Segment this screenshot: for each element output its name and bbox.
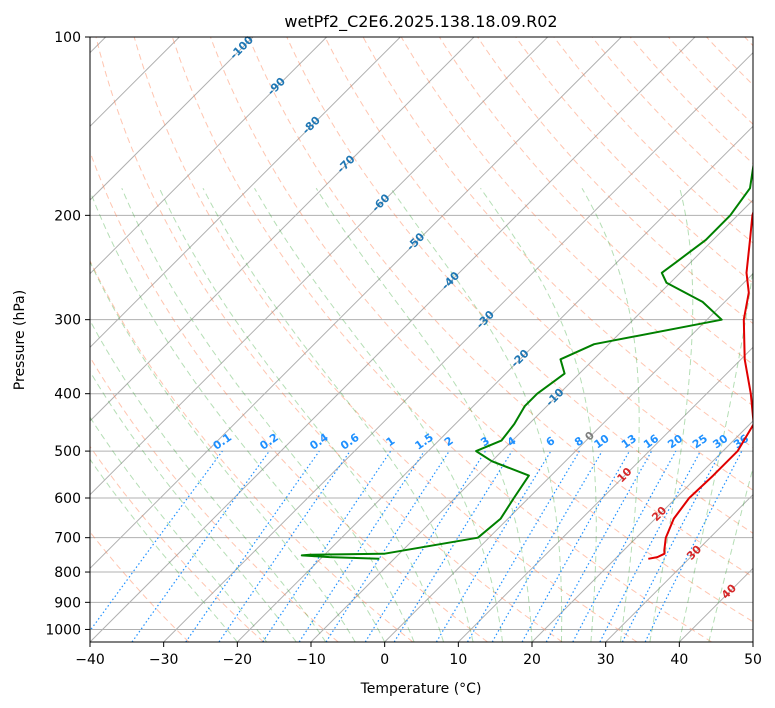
isotherm-line [90,37,401,349]
isotherm-line [90,37,254,201]
mixing-ratio-line [572,450,677,642]
plot-frame [89,36,754,643]
x-tick-label: 30 [597,652,615,668]
isotherm-line [605,493,753,642]
mixing-ratio-line [262,450,392,642]
y-tick-label: 800 [54,565,81,581]
x-tick-label: 10 [449,652,467,668]
dry-adiabat-line [171,37,712,642]
dry-adiabat-line [324,37,753,491]
dry-adiabat-line [210,37,753,623]
dry-adiabat-line [591,37,753,204]
temperature-profile-line [648,210,753,560]
isotherm-line [90,37,328,275]
y-tick-label: 500 [54,444,81,460]
isotherm-line [90,37,622,570]
y-tick-label: 200 [54,208,81,224]
mixing-ratio-line [545,450,653,642]
x-tick-label: −10 [296,652,326,668]
x-axis-title: Temperature (°C) [360,681,482,697]
moist-adiabat-line [390,187,563,642]
isotherm-line [457,346,753,642]
x-tick-label: −20 [223,652,253,668]
background-lines [90,37,753,642]
isotherm-line [90,37,475,422]
isotherm-line [384,272,753,642]
mixing-ratio-line [131,450,270,642]
isotherm-line [236,125,753,642]
moist-adiabat-line [480,187,597,642]
series-lines [300,161,753,560]
chart-title: wetPf2_C2E6.2025.138.18.09.R02 [284,12,557,32]
moist-adiabat-line [254,187,503,642]
mixing-ratio-line [185,450,320,642]
dewpoint-profile-line [300,161,753,560]
moist-adiabat-line [90,260,356,642]
y-tick-label: 600 [54,491,81,507]
dry-adiabat-line [90,259,414,642]
isotherm-line [163,51,753,642]
moist-adiabat-line [90,319,327,642]
dry-adiabat-line [477,37,753,325]
x-tick-label: −40 [75,652,105,668]
isotherm-line [90,37,549,496]
moist-adiabat-line [121,188,415,642]
x-tick-label: 50 [744,652,762,668]
dry-adiabat-line [629,37,753,165]
moist-adiabat-line [90,189,386,642]
y-axis-title: Pressure (hPa) [12,290,28,390]
mixing-ratio-line [325,450,450,642]
dry-adiabat-line [95,37,563,642]
moist-adiabat-line [708,466,753,642]
isotherm-line [90,37,696,642]
mixing-ratio-line [521,450,631,642]
moist-adiabat-line [90,458,238,642]
dry-adiabat-line [248,37,753,578]
y-axis: 100 200 300 400 500 600 700 800 900 1000 [45,30,90,638]
isotherm-line [531,420,753,642]
moist-adiabat-line [158,187,445,642]
x-axis: −40 −30 −20 −10 0 10 20 30 40 50 [75,642,762,668]
y-tick-label: 400 [54,387,81,403]
x-tick-label: 40 [670,652,688,668]
x-tick-label: 0 [380,652,389,668]
y-tick-label: 300 [54,313,81,329]
dry-adiabat-line [400,37,753,407]
mixing-ratio-line [644,450,743,642]
mixing-ratio-line [298,450,425,642]
moist-adiabat-line [315,187,533,642]
moist-adiabat-line [202,187,474,642]
mixing-ratio-line [393,450,513,642]
y-tick-label: 900 [54,595,81,611]
y-tick-label: 100 [54,30,81,46]
x-tick-label: −30 [149,652,179,668]
y-tick-label: 1000 [45,622,81,638]
dry-adiabat-line [90,445,264,642]
y-tick-label: 700 [54,531,81,547]
dry-adiabat-line [133,37,638,642]
moist-adiabat-line [581,187,640,642]
moist-adiabat-line [649,188,694,642]
mixing-ratio-line [218,450,351,642]
mixing-ratio-line [90,450,223,632]
moist-adiabat-line [678,265,753,642]
dry-adiabat-line [515,37,753,284]
x-tick-label: 20 [523,652,541,668]
